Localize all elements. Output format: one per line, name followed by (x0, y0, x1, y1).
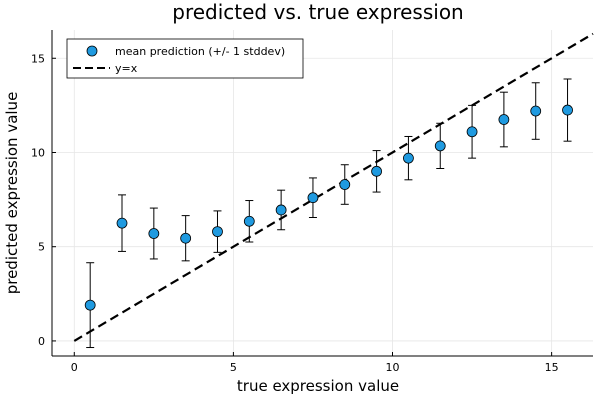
data-point (243, 215, 255, 227)
data-point (498, 114, 510, 125)
legend-box (66, 38, 304, 79)
x-ticks: 0 5 10 15 (71, 352, 559, 374)
y-tick-label: 5 (38, 241, 45, 254)
data-point (116, 217, 128, 229)
data-point (339, 179, 351, 190)
data-point (371, 165, 383, 177)
points (84, 104, 573, 311)
data-point (212, 226, 223, 238)
reference-line-group (73, 32, 594, 342)
legend: mean prediction (+/- 1 stddev) y=x (66, 38, 304, 79)
data-point (562, 104, 573, 116)
legend-marker-points (86, 45, 98, 57)
x-tick-label: 15 (545, 361, 559, 374)
x-tick-label: 0 (71, 361, 78, 374)
x-axis-label: true expression value (237, 377, 399, 395)
data-point (403, 152, 414, 164)
data-point (434, 140, 446, 152)
plot-area (51, 30, 594, 357)
legend-label-line: y=x (115, 62, 138, 75)
data-point (275, 204, 287, 216)
y-tick-label: 15 (31, 52, 45, 65)
data-point (307, 192, 319, 204)
y-tick-label: 10 (31, 146, 45, 159)
data-point (530, 105, 542, 117)
grid (52, 30, 593, 356)
data-point (180, 232, 192, 244)
x-tick-label: 10 (386, 361, 400, 374)
reference-line (73, 32, 594, 342)
chart-title: predicted vs. true expression (172, 0, 463, 24)
y-axis-label: predicted expression value (3, 92, 21, 295)
data-point (84, 299, 96, 311)
x-tick-label: 5 (230, 361, 237, 374)
legend-label-points: mean prediction (+/- 1 stddev) (115, 45, 285, 58)
y-tick-label: 0 (38, 335, 45, 348)
data-point (148, 228, 160, 239)
data-point (466, 126, 478, 138)
y-ticks: 0 5 10 15 (31, 52, 56, 348)
